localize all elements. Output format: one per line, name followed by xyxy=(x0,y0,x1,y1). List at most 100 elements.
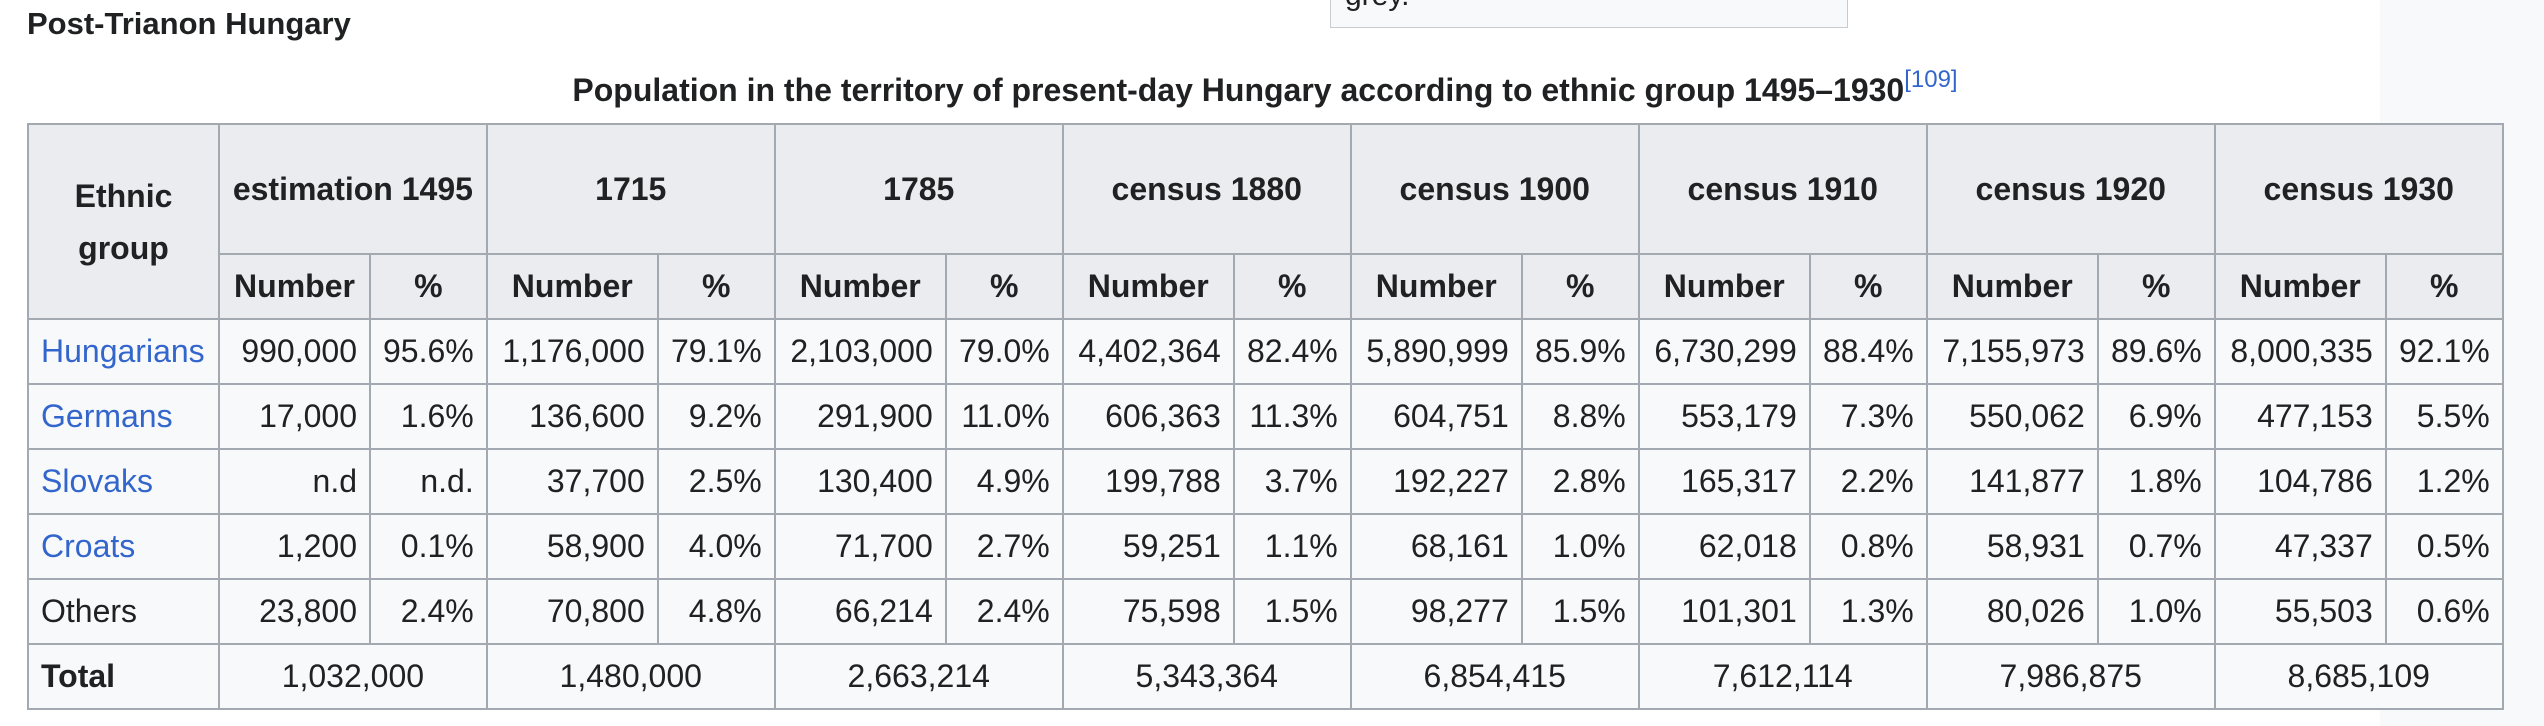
percent-header: % xyxy=(944,253,1064,320)
number-header: Number xyxy=(2213,253,2387,320)
year-header-row: Ethnic group estimation 1495 1715 1785 cens… xyxy=(27,123,2504,320)
number-cell: 37,700 xyxy=(485,448,659,515)
number-cell: 98,277 xyxy=(1349,578,1523,645)
number-header: Number xyxy=(1925,253,2099,320)
total-value-cell: 5,343,364 xyxy=(1061,643,1352,710)
percent-cell: 2.8% xyxy=(1520,448,1640,515)
year-header: census 1930 xyxy=(2213,123,2504,255)
number-cell: 68,161 xyxy=(1349,513,1523,580)
percent-cell: 88.4% xyxy=(1808,318,1928,385)
ethnic-group-link[interactable]: Slovaks xyxy=(41,463,154,499)
percent-cell: 4.0% xyxy=(656,513,776,580)
percent-cell: 89.6% xyxy=(2096,318,2216,385)
percent-cell: n.d. xyxy=(369,448,488,515)
percent-header: % xyxy=(1520,253,1640,320)
percent-header: % xyxy=(1808,253,1928,320)
total-value-cell: 8,685,109 xyxy=(2213,643,2504,710)
ethnic-group-link[interactable]: Croats xyxy=(41,528,136,564)
percent-cell: 1.0% xyxy=(2096,578,2216,645)
section-heading: Post-Trianon Hungary xyxy=(27,6,351,41)
year-header: census 1910 xyxy=(1637,123,1928,255)
year-header: 1715 xyxy=(485,123,776,255)
caption-text: Population in the territory of present-d… xyxy=(572,72,1905,108)
percent-cell: 95.6% xyxy=(369,318,488,385)
ethnic-group-cell: Others xyxy=(27,578,220,645)
number-cell: 101,301 xyxy=(1637,578,1811,645)
percent-cell: 4.9% xyxy=(944,448,1064,515)
percent-cell: 8.8% xyxy=(1520,383,1640,450)
number-cell: n.d xyxy=(218,448,371,515)
number-cell: 2,103,000 xyxy=(773,318,947,385)
total-value-cell: 1,480,000 xyxy=(485,643,776,710)
number-cell: 80,026 xyxy=(1925,578,2099,645)
number-cell: 477,153 xyxy=(2213,383,2387,450)
number-header: Number xyxy=(1349,253,1523,320)
total-value-cell: 2,663,214 xyxy=(773,643,1064,710)
ethnic-group-cell: Croats xyxy=(27,513,220,580)
year-header: census 1880 xyxy=(1061,123,1352,255)
percent-cell: 82.4% xyxy=(1232,318,1352,385)
percent-cell: 0.5% xyxy=(2384,513,2504,580)
total-value-cell: 7,612,114 xyxy=(1637,643,1928,710)
percent-cell: 0.1% xyxy=(369,513,488,580)
table-row: Croats 1,200 0.1% 58,900 4.0% 71,700 2.7% 59,25… xyxy=(27,513,2504,580)
year-header: census 1900 xyxy=(1349,123,1640,255)
number-cell: 199,788 xyxy=(1061,448,1235,515)
population-table: Ethnic group estimation 1495 1715 1785 cens… xyxy=(27,123,2504,710)
number-cell: 130,400 xyxy=(773,448,947,515)
number-cell: 1,176,000 xyxy=(485,318,659,385)
percent-cell: 1.2% xyxy=(2384,448,2504,515)
number-cell: 604,751 xyxy=(1349,383,1523,450)
percent-header: % xyxy=(2096,253,2216,320)
table-row: Germans 17,000 1.6% 136,600 9.2% 291,900 11.0%… xyxy=(27,383,2504,450)
year-header: census 1920 xyxy=(1925,123,2216,255)
percent-cell: 85.9% xyxy=(1520,318,1640,385)
number-header: Number xyxy=(1061,253,1235,320)
reference-link[interactable]: [109] xyxy=(1904,66,1958,93)
number-header: Number xyxy=(218,253,371,320)
number-cell: 1,200 xyxy=(218,513,371,580)
infobox-fragment: grey. xyxy=(1330,0,1848,28)
percent-cell: 0.8% xyxy=(1808,513,1928,580)
number-cell: 7,155,973 xyxy=(1925,318,2099,385)
percent-cell: 1.0% xyxy=(1520,513,1640,580)
number-cell: 47,337 xyxy=(2213,513,2387,580)
percent-cell: 2.4% xyxy=(369,578,488,645)
percent-cell: 9.2% xyxy=(656,383,776,450)
ethnic-group-link[interactable]: Hungarians xyxy=(41,333,205,369)
number-cell: 192,227 xyxy=(1349,448,1523,515)
number-cell: 136,600 xyxy=(485,383,659,450)
percent-cell: 79.0% xyxy=(944,318,1064,385)
percent-cell: 1.3% xyxy=(1808,578,1928,645)
ethnic-group-link[interactable]: Germans xyxy=(41,398,173,434)
percent-cell: 0.6% xyxy=(2384,578,2504,645)
number-cell: 62,018 xyxy=(1637,513,1811,580)
percent-cell: 2.5% xyxy=(656,448,776,515)
number-cell: 606,363 xyxy=(1061,383,1235,450)
percent-cell: 92.1% xyxy=(2384,318,2504,385)
ethnic-group-header: Ethnic group xyxy=(27,123,220,320)
percent-cell: 11.3% xyxy=(1232,383,1352,450)
percent-cell: 0.7% xyxy=(2096,513,2216,580)
number-cell: 70,800 xyxy=(485,578,659,645)
percent-cell: 79.1% xyxy=(656,318,776,385)
subheader-row: Number% Number% Number% Number% Number% Numbe… xyxy=(28,253,2504,320)
percent-cell: 6.9% xyxy=(2096,383,2216,450)
total-value-cell: 7,986,875 xyxy=(1925,643,2216,710)
percent-cell: 1.8% xyxy=(2096,448,2216,515)
percent-cell: 5.5% xyxy=(2384,383,2504,450)
number-cell: 59,251 xyxy=(1061,513,1235,580)
number-header: Number xyxy=(485,253,659,320)
number-header: Number xyxy=(1637,253,1811,320)
table-row: Hungarians 990,000 95.6% 1,176,000 79.1% 2,10… xyxy=(27,318,2504,385)
percent-cell: 2.7% xyxy=(944,513,1064,580)
table-row: Slovaks n.d n.d. 37,700 2.5% 130,400 4.9% 199,7… xyxy=(27,448,2504,515)
ethnic-group-cell: Hungarians xyxy=(27,318,220,385)
percent-cell: 1.6% xyxy=(369,383,488,450)
number-cell: 291,900 xyxy=(773,383,947,450)
ethnic-group-cell: Slovaks xyxy=(27,448,220,515)
number-cell: 141,877 xyxy=(1925,448,2099,515)
number-cell: 553,179 xyxy=(1637,383,1811,450)
number-cell: 23,800 xyxy=(218,578,371,645)
number-cell: 55,503 xyxy=(2213,578,2387,645)
